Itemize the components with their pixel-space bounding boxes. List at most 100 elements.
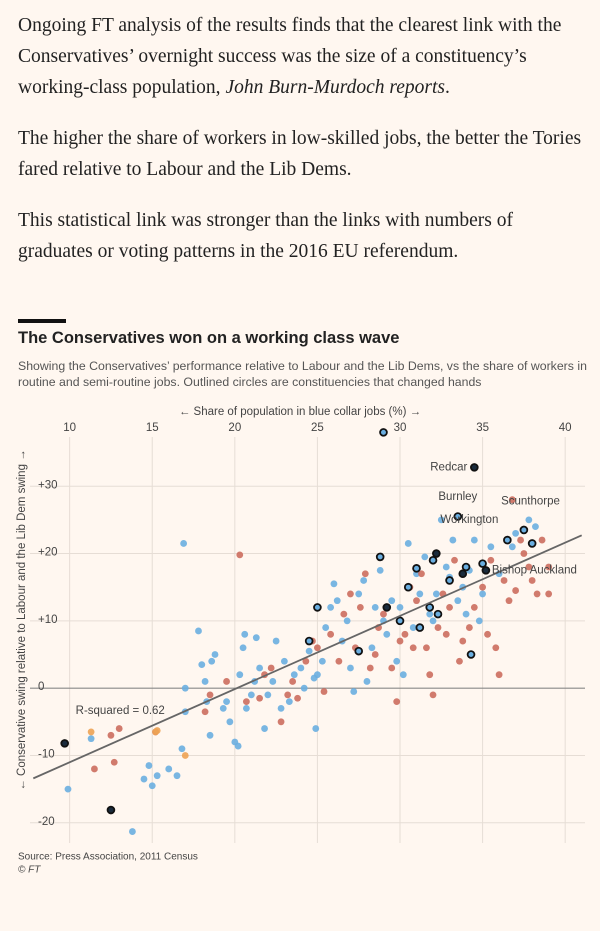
point	[361, 570, 369, 578]
point	[198, 661, 206, 669]
point	[140, 775, 148, 783]
point	[517, 536, 524, 544]
point	[380, 610, 387, 618]
point	[475, 617, 483, 625]
point	[305, 647, 313, 655]
point	[285, 698, 293, 706]
annotation: Workington	[440, 514, 498, 526]
point	[269, 678, 277, 685]
point	[173, 772, 181, 780]
point	[525, 516, 533, 524]
point	[453, 512, 463, 521]
point	[148, 782, 156, 790]
point	[416, 590, 424, 598]
point	[519, 525, 529, 535]
y-tick-label: +20	[38, 547, 58, 559]
paragraph: The higher the share of workers in low-s…	[18, 128, 582, 180]
point	[512, 587, 520, 594]
x-axis-title: ← Share of population in blue collar job…	[179, 406, 421, 418]
byline: John Burn-Murdoch reports	[225, 77, 445, 98]
point	[393, 698, 401, 706]
point	[236, 671, 244, 679]
point	[442, 630, 450, 638]
point	[314, 671, 321, 679]
point	[313, 603, 322, 612]
point	[484, 630, 491, 638]
point	[500, 577, 508, 584]
point	[153, 727, 161, 734]
point	[404, 540, 412, 547]
point	[433, 609, 443, 619]
trend-line	[32, 534, 583, 780]
point	[304, 636, 314, 646]
point	[264, 691, 272, 699]
point	[421, 553, 429, 561]
point	[350, 688, 358, 695]
point	[426, 610, 434, 618]
point	[495, 671, 503, 679]
rule	[18, 319, 66, 323]
point	[241, 630, 249, 638]
point	[399, 671, 407, 679]
point	[347, 664, 354, 672]
point	[354, 646, 364, 656]
point	[434, 624, 442, 631]
point	[343, 617, 351, 625]
point	[318, 657, 326, 665]
point	[226, 718, 234, 726]
point	[256, 664, 263, 672]
point	[91, 765, 98, 773]
point	[300, 684, 308, 692]
point	[165, 765, 173, 773]
x-tick-label: 35	[476, 422, 489, 434]
point	[267, 664, 275, 672]
point	[466, 650, 476, 659]
point	[178, 745, 186, 753]
point	[327, 630, 335, 638]
point	[388, 597, 396, 605]
point	[429, 691, 437, 699]
point	[451, 556, 458, 564]
point	[479, 590, 486, 598]
point	[110, 758, 118, 766]
point	[449, 536, 457, 544]
point	[426, 671, 434, 679]
point	[335, 657, 343, 665]
point	[206, 691, 214, 699]
point	[462, 610, 470, 618]
point	[252, 634, 260, 642]
point	[415, 623, 425, 632]
point	[423, 644, 430, 652]
point	[396, 603, 404, 611]
point	[478, 559, 487, 568]
annotation: Redcar	[430, 461, 467, 473]
y-axis-title: ← Conservative swing relative to Labour …	[16, 449, 28, 790]
point	[525, 563, 533, 571]
point	[201, 708, 209, 716]
y-tick-label: 0	[38, 681, 44, 693]
point	[302, 657, 310, 665]
point	[538, 536, 546, 544]
point	[409, 624, 417, 631]
point	[356, 603, 364, 611]
point	[234, 742, 242, 750]
point	[418, 570, 425, 578]
point	[520, 550, 528, 557]
point	[247, 691, 255, 699]
point	[64, 785, 72, 793]
point	[412, 564, 421, 573]
point	[532, 523, 539, 531]
point	[211, 651, 219, 658]
x-tick-label: 10	[63, 422, 76, 434]
point	[223, 678, 230, 685]
point	[393, 657, 401, 665]
x-tick-label: 25	[311, 422, 324, 434]
point	[470, 603, 478, 611]
point	[446, 603, 453, 611]
paragraph: Ongoing FT analysis of the results finds…	[18, 10, 584, 103]
point	[115, 725, 123, 732]
point	[376, 566, 384, 574]
annotation: R-squared = 0.62	[76, 705, 165, 717]
point	[465, 624, 473, 631]
